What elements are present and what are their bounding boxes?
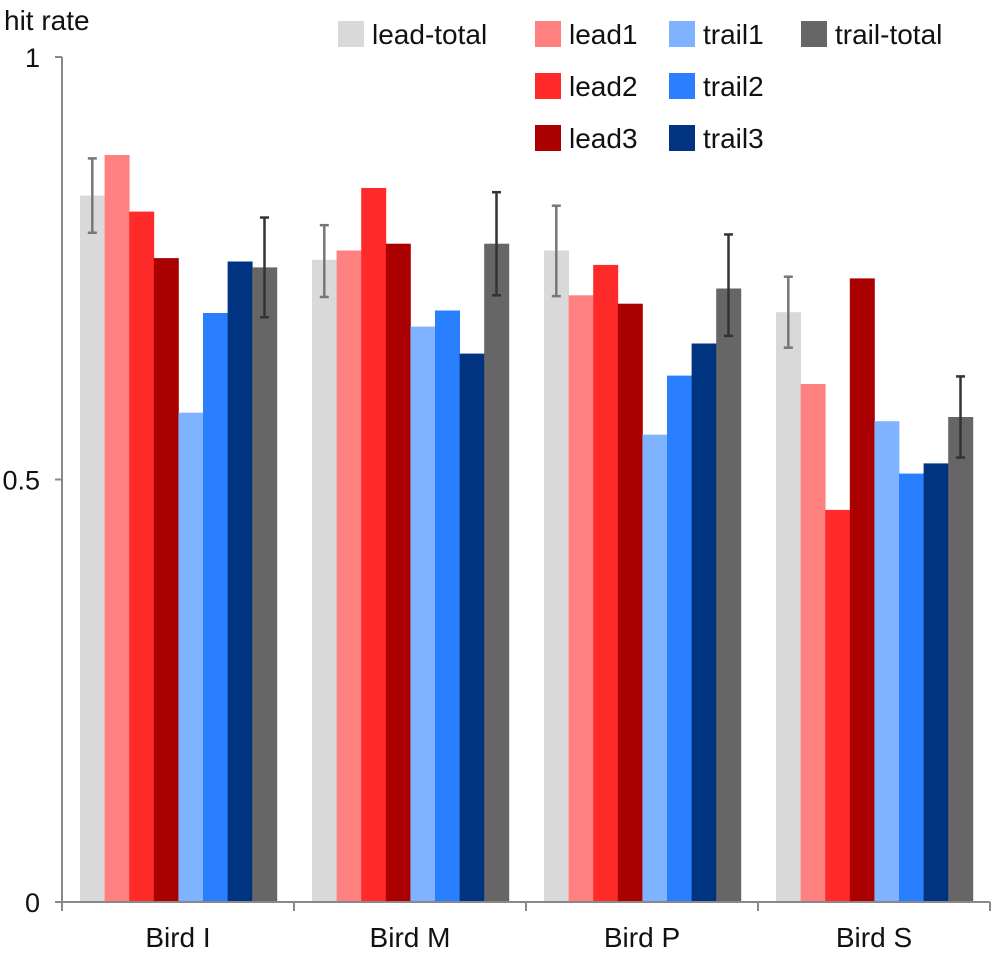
legend-label-trail1: trail1 — [703, 19, 764, 50]
bars-layer — [80, 155, 974, 903]
bar-lead3-0 — [153, 258, 179, 903]
bar-trail-total-3 — [948, 417, 974, 902]
legend-label-trail2: trail2 — [703, 71, 764, 102]
bar-lead-total-0 — [80, 195, 105, 903]
bar-lead1-2 — [568, 295, 594, 902]
bar-trail1-3 — [874, 421, 900, 902]
bar-lead3-2 — [617, 303, 643, 902]
bar-lead-total-1 — [312, 259, 337, 902]
bar-lead2-2 — [593, 264, 619, 902]
legend-swatch-lead1 — [535, 21, 561, 47]
error-bars-layer — [87, 157, 965, 459]
bar-lead1-3 — [800, 384, 826, 902]
y-axis-label: hit rate — [4, 5, 90, 36]
bar-lead2-0 — [129, 211, 155, 903]
y-tick-label: 0 — [25, 888, 40, 918]
bar-trail1-0 — [178, 412, 204, 902]
bar-trail2-0 — [203, 313, 228, 902]
bar-trail3-1 — [459, 353, 485, 903]
x-tick-label: Bird P — [604, 922, 680, 953]
bar-trail1-2 — [642, 434, 668, 902]
legend-swatch-trail3 — [669, 125, 695, 151]
bar-trail3-3 — [923, 463, 949, 902]
y-tick-label: 0.5 — [2, 466, 40, 496]
legend: lead-total lead1 trail1 trail-total lead2 tra… — [338, 19, 942, 154]
bar-lead-total-3 — [776, 312, 801, 902]
legend-swatch-trail2 — [669, 73, 695, 99]
bar-trail1-1 — [410, 326, 436, 903]
x-tick-label: Bird M — [370, 922, 451, 953]
legend-swatch-trail-total — [801, 21, 827, 47]
bar-trail3-0 — [227, 261, 253, 902]
bar-lead2-3 — [825, 509, 851, 902]
bar-trail3-2 — [691, 343, 717, 902]
bar-lead1-1 — [336, 250, 362, 902]
bar-trail-total-1 — [484, 243, 510, 902]
legend-label-lead3: lead3 — [569, 123, 638, 154]
bar-trail-total-2 — [716, 288, 742, 902]
legend-swatch-lead-total — [338, 21, 364, 47]
legend-label-trail3: trail3 — [703, 123, 764, 154]
y-tick-label: 1 — [25, 43, 40, 73]
axes: 0 0.5 1 Bird I Bird M Bird P Bird S — [2, 43, 991, 953]
legend-label-trail-total: trail-total — [835, 19, 942, 50]
x-tick-label: Bird I — [145, 922, 210, 953]
legend-label-lead-total: lead-total — [372, 19, 487, 50]
bar-trail2-2 — [667, 375, 692, 903]
bar-trail2-3 — [899, 473, 924, 902]
bar-lead3-1 — [385, 243, 411, 902]
bar-lead1-0 — [104, 155, 130, 902]
bar-lead3-3 — [849, 278, 875, 902]
x-tick-label: Bird S — [836, 922, 912, 953]
bar-trail-total-0 — [252, 267, 278, 902]
legend-swatch-lead2 — [535, 73, 561, 99]
bar-lead-total-2 — [544, 250, 569, 902]
legend-swatch-lead3 — [535, 125, 561, 151]
legend-label-lead1: lead1 — [569, 19, 638, 50]
bar-lead2-1 — [361, 188, 387, 902]
legend-label-lead2: lead2 — [569, 71, 638, 102]
legend-swatch-trail1 — [669, 21, 695, 47]
bar-trail2-1 — [435, 310, 460, 902]
